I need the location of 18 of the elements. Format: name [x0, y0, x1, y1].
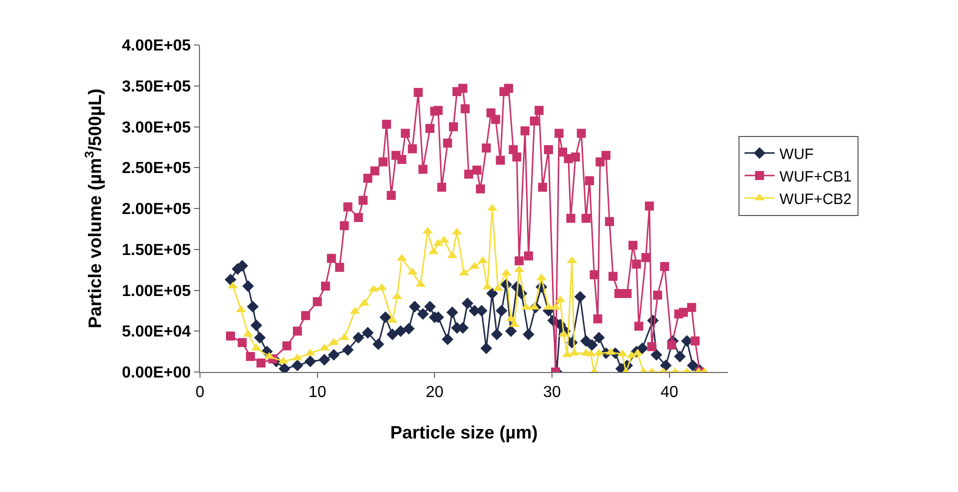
y-tick-label: 2.00E+05 [122, 201, 191, 218]
y-tick-label: 4.00E+05 [122, 38, 191, 55]
y-tick-label: 2.50E+05 [122, 160, 191, 178]
x-tick-label: 30 [543, 384, 561, 402]
y-tick-label: 3.00E+05 [122, 119, 191, 136]
y-tick-label: 1.50E+05 [122, 242, 191, 259]
legend-label: WUF+CB1 [780, 168, 852, 186]
x-tick-label: 40 [660, 384, 678, 402]
y-tick-label: 1.00E+05 [122, 282, 191, 300]
legend-label: WUF+CB2 [780, 190, 852, 208]
legend-label: WUF [780, 146, 814, 163]
x-tick-label: 10 [308, 384, 326, 402]
x-axis-title: Particle size (µm) [390, 422, 538, 442]
y-tick-label: 0.00E+00 [122, 364, 191, 382]
y-tick-label: 5.00E+04 [122, 324, 191, 341]
x-tick-label: 0 [196, 384, 205, 402]
x-tick-label: 20 [426, 384, 444, 402]
y-tick-label: 3.50E+05 [122, 78, 191, 96]
